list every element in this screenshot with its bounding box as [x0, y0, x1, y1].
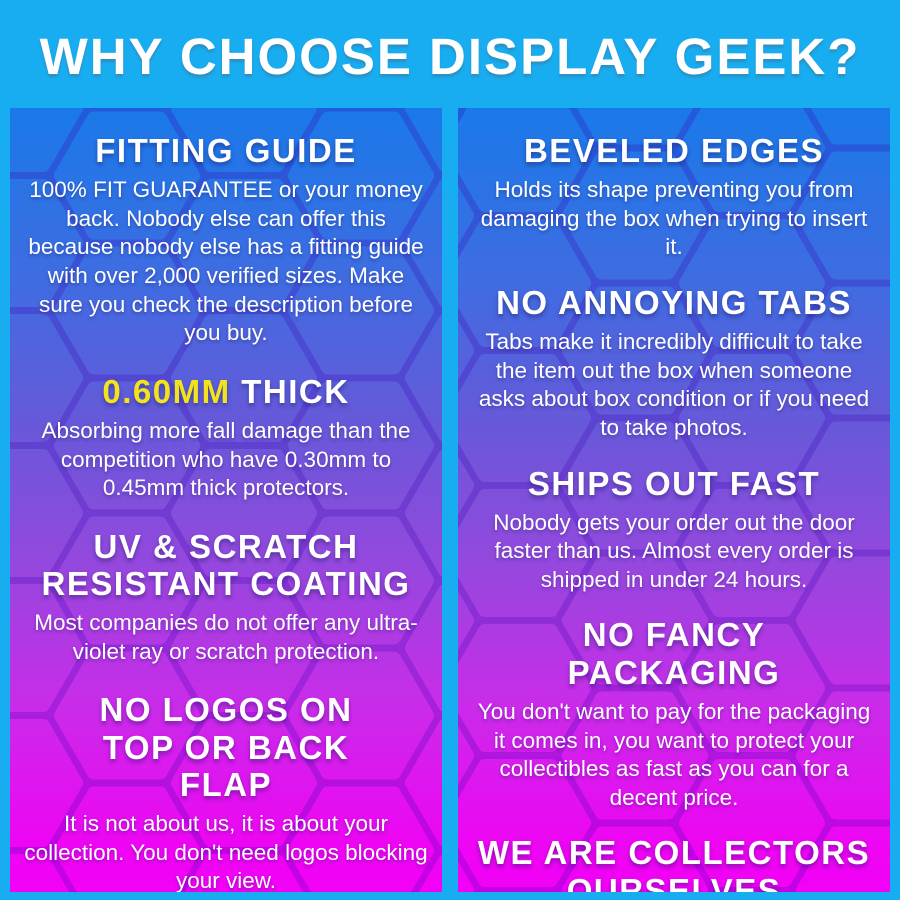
right-panel: BEVELED EDGES Holds its shape preventing… [458, 108, 890, 892]
thickness-heading-rest: THICK [230, 372, 350, 410]
page-title: WHY CHOOSE DISPLAY GEEK? [39, 27, 861, 85]
section-heading: 0.60MM THICK [24, 373, 428, 410]
left-panel: FITTING GUIDE 100% FIT GUARANTEE or your… [10, 108, 442, 892]
section-we-are-collectors: WE ARE COLLECTORS OURSELVES We don't jus… [472, 834, 876, 892]
section-heading: FITTING GUIDE [95, 132, 357, 169]
section-body: Most companies do not offer any ultra-vi… [34, 610, 418, 664]
section-body: You don't want to pay for the packaging … [477, 699, 871, 810]
section-heading: UV & SCRATCH RESISTANT COATING [41, 527, 411, 602]
section-heading: SHIPS OUT FAST [527, 464, 821, 502]
section-body: 100% FIT GUARANTEE or your money back. N… [28, 177, 424, 346]
left-sections: FITTING GUIDE 100% FIT GUARANTEE or your… [10, 108, 442, 892]
section-ships-out-fast: SHIPS OUT FAST Nobody gets your order ou… [472, 465, 876, 595]
section-beveled-edges: BEVELED EDGES Holds its shape preventing… [472, 132, 876, 262]
section-no-fancy-packaging: NO FANCY PACKAGING You don't want to pay… [472, 616, 876, 812]
section-thickness: 0.60MM THICK Absorbing more fall damage … [24, 373, 428, 503]
right-sections: BEVELED EDGES Holds its shape preventing… [458, 108, 890, 892]
header-banner: WHY CHOOSE DISPLAY GEEK? [0, 0, 900, 108]
section-uv-scratch-coating: UV & SCRATCH RESISTANT COATING Most comp… [24, 528, 428, 667]
section-body: Holds its shape preventing you from dama… [480, 177, 868, 260]
section-body: Tabs make it incredibly difficult to tak… [478, 329, 870, 440]
thickness-value-highlight: 0.60MM [102, 372, 231, 410]
section-heading: NO LOGOS ON TOP OR BACK FLAP [99, 691, 353, 803]
section-heading: NO FANCY PACKAGING [567, 616, 781, 691]
section-body: It is not about us, it is about your col… [24, 811, 428, 892]
section-no-annoying-tabs: NO ANNOYING TABS Tabs make it incredibly… [472, 284, 876, 443]
section-body: Absorbing more fall damage than the comp… [41, 417, 411, 501]
section-heading: WE ARE COLLECTORS OURSELVES [477, 834, 871, 892]
columns-container: FITTING GUIDE 100% FIT GUARANTEE or your… [10, 108, 890, 892]
section-body: Nobody gets your order out the door fast… [493, 509, 855, 592]
section-heading: NO ANNOYING TABS [496, 283, 852, 321]
section-no-logos: NO LOGOS ON TOP OR BACK FLAP It is not a… [24, 691, 428, 892]
section-heading: BEVELED EDGES [523, 132, 825, 169]
section-fitting-guide: FITTING GUIDE 100% FIT GUARANTEE or your… [24, 132, 428, 348]
